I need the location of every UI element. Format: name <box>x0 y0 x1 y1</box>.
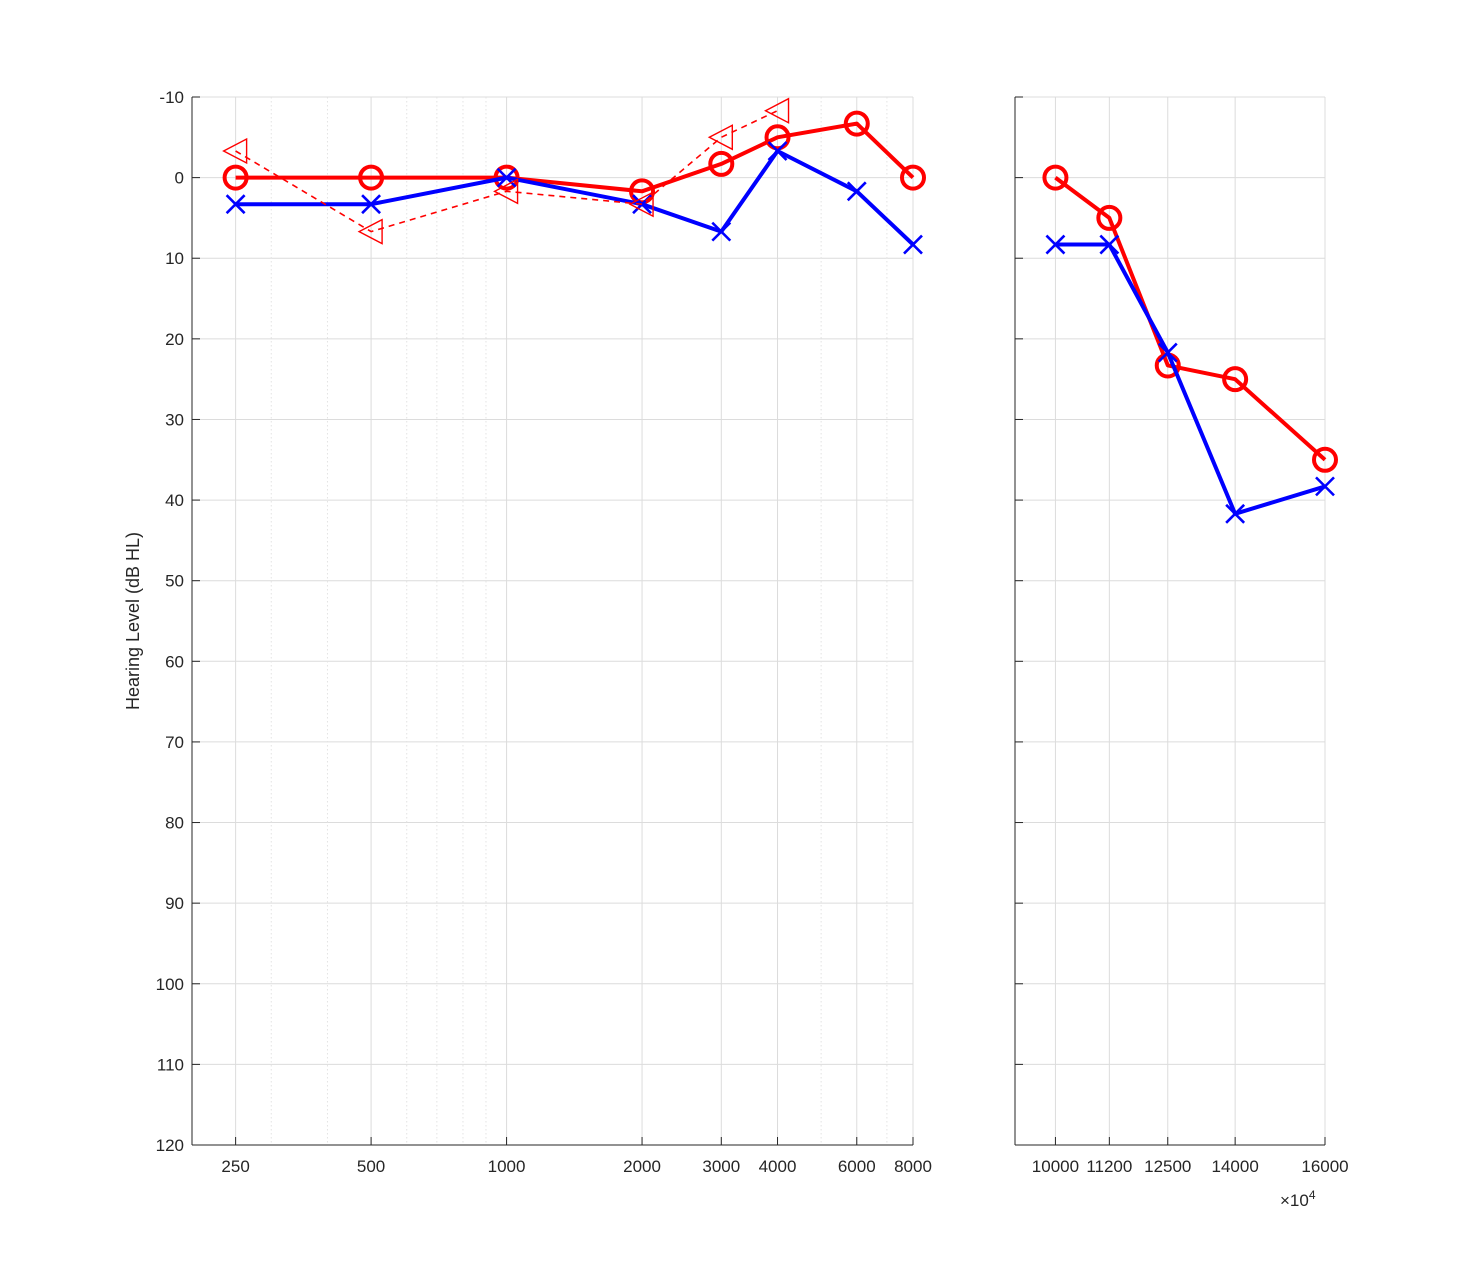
circle-marker <box>1312 446 1338 473</box>
right-x-tick-label: 12500 <box>1144 1157 1191 1176</box>
x-marker <box>225 194 246 215</box>
x-marker <box>1045 234 1066 255</box>
y-tick-label: 30 <box>165 410 184 429</box>
y-tick-label: 80 <box>165 814 184 833</box>
triangle-left-marker <box>222 137 248 165</box>
circle-marker <box>1096 204 1123 231</box>
high-frequency-panel: 10000 11200 12500 14000 16000 <box>1014 96 1349 1176</box>
circle-marker <box>764 124 791 151</box>
right-tick-labels: 10000 11200 12500 14000 16000 <box>1032 1157 1349 1176</box>
circle-marker <box>222 164 249 191</box>
y-tick-label: 0 <box>175 169 184 188</box>
right-grid <box>1015 96 1326 1146</box>
right-x-tick-label: 16000 <box>1301 1157 1348 1176</box>
left-series-triangle-left-line <box>235 109 778 233</box>
x-marker <box>1315 476 1335 497</box>
x-marker <box>846 181 867 202</box>
left-series-circle-line <box>235 121 915 194</box>
right-x-tick-label: 14000 <box>1212 1157 1259 1176</box>
x-marker <box>711 221 732 242</box>
circle-marker <box>900 164 926 191</box>
left-series-layer <box>222 97 926 255</box>
left-x-tick-label: 250 <box>221 1157 249 1176</box>
x-marker <box>767 141 788 161</box>
circle-marker <box>493 164 520 191</box>
y-tick-label: 40 <box>165 491 184 510</box>
y-axis-label: Hearing Level (dB HL) <box>123 532 143 710</box>
y-tick-label: 90 <box>165 894 184 913</box>
x-marker <box>1157 342 1178 363</box>
x-marker <box>496 167 517 188</box>
circle-marker <box>843 110 870 137</box>
triangle-left-marker <box>764 97 790 124</box>
right-x-tick-label: 10000 <box>1032 1157 1079 1176</box>
left-x-tick-label: 3000 <box>702 1157 740 1176</box>
left-x-tick-label: 6000 <box>838 1157 876 1176</box>
right-series-layer <box>1042 164 1338 524</box>
low-frequency-panel: -10 0 10 20 30 40 50 60 70 80 90 100 110 120 250 500 100… <box>156 88 932 1176</box>
circle-marker <box>708 150 735 177</box>
x-marker <box>1225 503 1246 524</box>
y-tick-label: 120 <box>156 1136 184 1155</box>
x-multiplier-label: ×104 <box>1280 1188 1316 1210</box>
left-x-tick-label: 4000 <box>759 1157 797 1176</box>
left-x-tick-label: 2000 <box>623 1157 661 1176</box>
triangle-left-marker <box>628 191 654 218</box>
left-x-tick-label: 1000 <box>488 1157 526 1176</box>
left-axes <box>191 96 914 1146</box>
y-tick-label: 10 <box>165 249 184 268</box>
y-tick-label: -10 <box>159 88 184 107</box>
y-tick-label: 110 <box>157 1055 184 1074</box>
left-series-x-line <box>235 149 915 246</box>
triangle-left-marker <box>357 218 383 245</box>
circle-marker <box>1042 164 1069 191</box>
circle-marker <box>1222 366 1249 393</box>
y-tick-label: 50 <box>165 572 184 591</box>
x-marker <box>903 234 923 255</box>
right-series-circle-line <box>1054 175 1327 462</box>
y-tick-label: 100 <box>156 975 184 994</box>
left-x-tick-label: 8000 <box>894 1157 932 1176</box>
triangle-left-marker <box>493 178 519 205</box>
triangle-left-marker <box>707 124 733 151</box>
left-tick-labels: -10 0 10 20 30 40 50 60 70 80 90 100 110 120 250 500 100… <box>156 88 932 1176</box>
x-marker <box>361 194 382 215</box>
y-tick-label: 60 <box>165 652 184 671</box>
x-marker <box>1099 234 1120 255</box>
right-x-tick-label: 11200 <box>1086 1157 1132 1176</box>
circle-marker <box>358 164 385 191</box>
y-tick-label: 70 <box>165 733 184 752</box>
y-tick-label: 20 <box>165 330 184 349</box>
left-x-tick-label: 500 <box>357 1157 385 1176</box>
right-axes <box>1014 96 1326 1146</box>
